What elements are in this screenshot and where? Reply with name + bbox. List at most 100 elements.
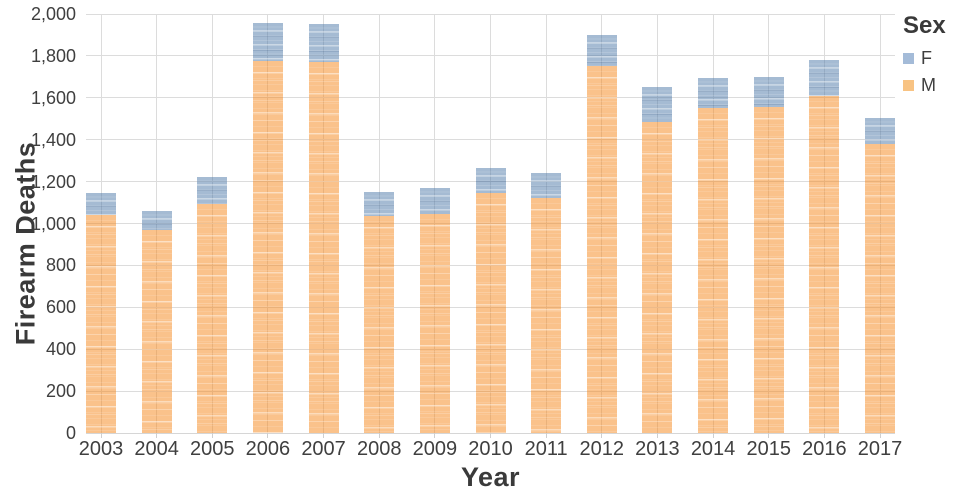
x-tick-mark: [490, 433, 491, 438]
legend-swatch-f-icon: [903, 53, 914, 64]
legend-item-f: F: [903, 48, 946, 69]
bar-2011: [531, 173, 562, 433]
bar-column-2015: [753, 14, 784, 438]
bar-segment-m-2005: [197, 203, 228, 433]
x-tick-label-2011: 2011: [524, 438, 568, 460]
bar-segment-m-2007: [308, 62, 339, 433]
bar-segment-f-2004: [141, 210, 172, 230]
x-tick-label-2009: 2009: [412, 438, 458, 460]
bar-column-2014: [698, 14, 729, 438]
x-tick-mark: [879, 433, 881, 438]
legend: Sex F M: [903, 12, 946, 102]
bar-column-2012: [586, 14, 617, 438]
bar-2015: [753, 76, 784, 433]
x-tick-mark: [768, 433, 770, 438]
x-tick-label-2008: 2008: [356, 438, 402, 460]
x-tick-mark: [267, 433, 269, 438]
legend-item-m: M: [903, 75, 946, 96]
y-tick-label: 1,800: [30, 45, 76, 66]
bar-segment-m-2006: [252, 61, 283, 433]
legend-label-f: F: [921, 48, 932, 68]
x-tick-label-2016: 2016: [802, 438, 847, 460]
bar-segment-f-2016: [809, 60, 840, 96]
bar-segment-f-2010: [475, 168, 506, 194]
x-tick-mark: [100, 433, 102, 438]
bar-2014: [698, 77, 729, 433]
bar-segment-f-2014: [698, 77, 729, 109]
bar-segment-f-2012: [586, 34, 617, 67]
bar-segment-f-2017: [865, 117, 895, 144]
bar-segment-f-2009: [419, 187, 450, 215]
x-tick-mark: [434, 433, 436, 438]
x-tick-label-2017: 2017: [857, 438, 903, 460]
y-tick-label: 1,000: [30, 213, 76, 234]
x-tick-label-2007: 2007: [301, 438, 346, 460]
bar-2004: [141, 210, 172, 433]
bar-2006: [252, 23, 283, 433]
bar-segment-f-2008: [364, 192, 395, 217]
bar-segment-m-2011: [531, 198, 562, 433]
bar-2008: [364, 192, 395, 433]
y-axis-title: Firearm Deaths: [10, 141, 41, 346]
y-tick-label: 400: [45, 339, 76, 360]
bar-2009: [419, 187, 450, 433]
bar-2003: [86, 193, 116, 433]
bar-segment-m-2009: [419, 214, 450, 433]
bar-2013: [642, 87, 673, 433]
x-tick-mark: [545, 433, 547, 438]
bar-segment-m-2008: [364, 216, 395, 433]
bar-2016: [809, 60, 840, 433]
legend-title: Sex: [903, 12, 946, 39]
bar-segment-m-2003: [86, 215, 116, 433]
x-tick-mark: [601, 433, 603, 438]
x-tick-mark: [323, 433, 325, 438]
y-tick-label: 200: [45, 381, 76, 402]
y-tick-label: 600: [45, 297, 76, 318]
bar-segment-f-2007: [308, 24, 339, 63]
bar-segment-m-2010: [475, 193, 506, 433]
x-tick-label-2006: 2006: [245, 438, 291, 460]
bar-2017: [865, 117, 895, 433]
y-tick-label: 2,000: [30, 4, 76, 24]
bar-column-2013: [642, 14, 673, 438]
bar-segment-f-2003: [86, 193, 116, 216]
x-tick-mark: [656, 433, 658, 438]
bar-column-2009: [419, 14, 450, 438]
plot-area: [86, 13, 895, 438]
bar-column-2004: [141, 14, 172, 438]
bar-segment-f-2015: [753, 76, 784, 108]
x-tick-label-2005: 2005: [190, 438, 235, 460]
bar-column-2011: [531, 14, 562, 438]
x-tick-mark: [211, 433, 213, 438]
x-tick-label-2014: 2014: [690, 438, 736, 460]
bar-2012: [586, 34, 617, 433]
y-tick-label: 0: [65, 423, 76, 443]
x-tick-label-2012: 2012: [579, 438, 625, 460]
y-tick-label: 1,400: [30, 129, 76, 150]
bar-segment-m-2004: [141, 229, 172, 433]
bar-2005: [197, 177, 228, 433]
y-tick-label: 1,600: [30, 87, 76, 108]
bar-column-2003: [86, 14, 116, 438]
bar-column-2016: [809, 14, 840, 438]
legend-swatch-m-icon: [903, 80, 914, 91]
x-tick-mark: [378, 433, 380, 438]
bar-segment-m-2017: [865, 143, 895, 433]
bar-segment-m-2014: [698, 108, 729, 433]
x-tick-label-2010: 2010: [468, 438, 513, 460]
x-tick-label-2013: 2013: [635, 438, 680, 460]
bar-column-2008: [364, 14, 395, 438]
bar-2007: [308, 24, 339, 433]
bar-column-2010: [475, 14, 506, 438]
x-tick-mark: [823, 433, 825, 438]
bar-column-2006: [252, 14, 283, 438]
bar-2010: [475, 168, 506, 433]
x-tick-label-2004: 2004: [134, 438, 179, 460]
bar-segment-m-2012: [586, 66, 617, 433]
bar-segment-f-2011: [531, 173, 562, 199]
legend-label-m: M: [921, 75, 936, 95]
bar-segment-m-2015: [753, 107, 784, 433]
x-axis-title: Year: [460, 462, 521, 492]
bar-segment-f-2013: [642, 87, 673, 122]
